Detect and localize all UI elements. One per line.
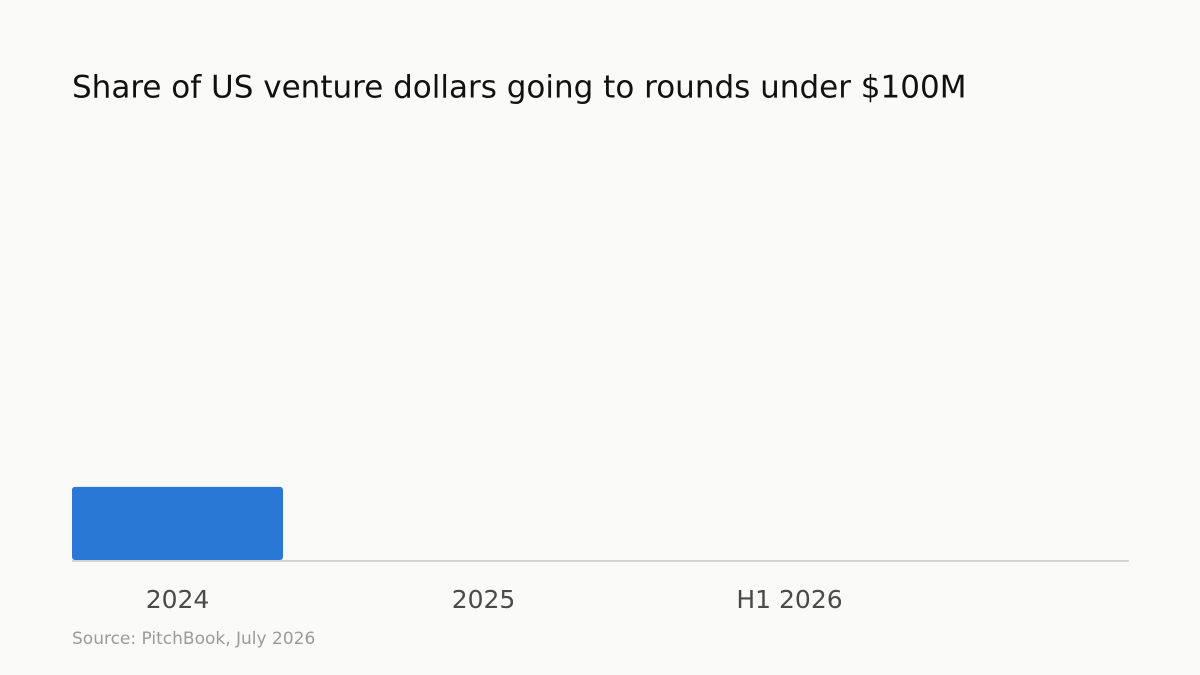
x-tick-label: 2024	[146, 585, 210, 614]
x-tick-label: 2025	[452, 585, 516, 614]
bar	[72, 486, 283, 560]
x-tick-label: H1 2026	[736, 585, 842, 614]
chart-title: Share of US venture dollars going to rou…	[72, 70, 966, 106]
source-note: Source: PitchBook, July 2026	[72, 629, 315, 649]
